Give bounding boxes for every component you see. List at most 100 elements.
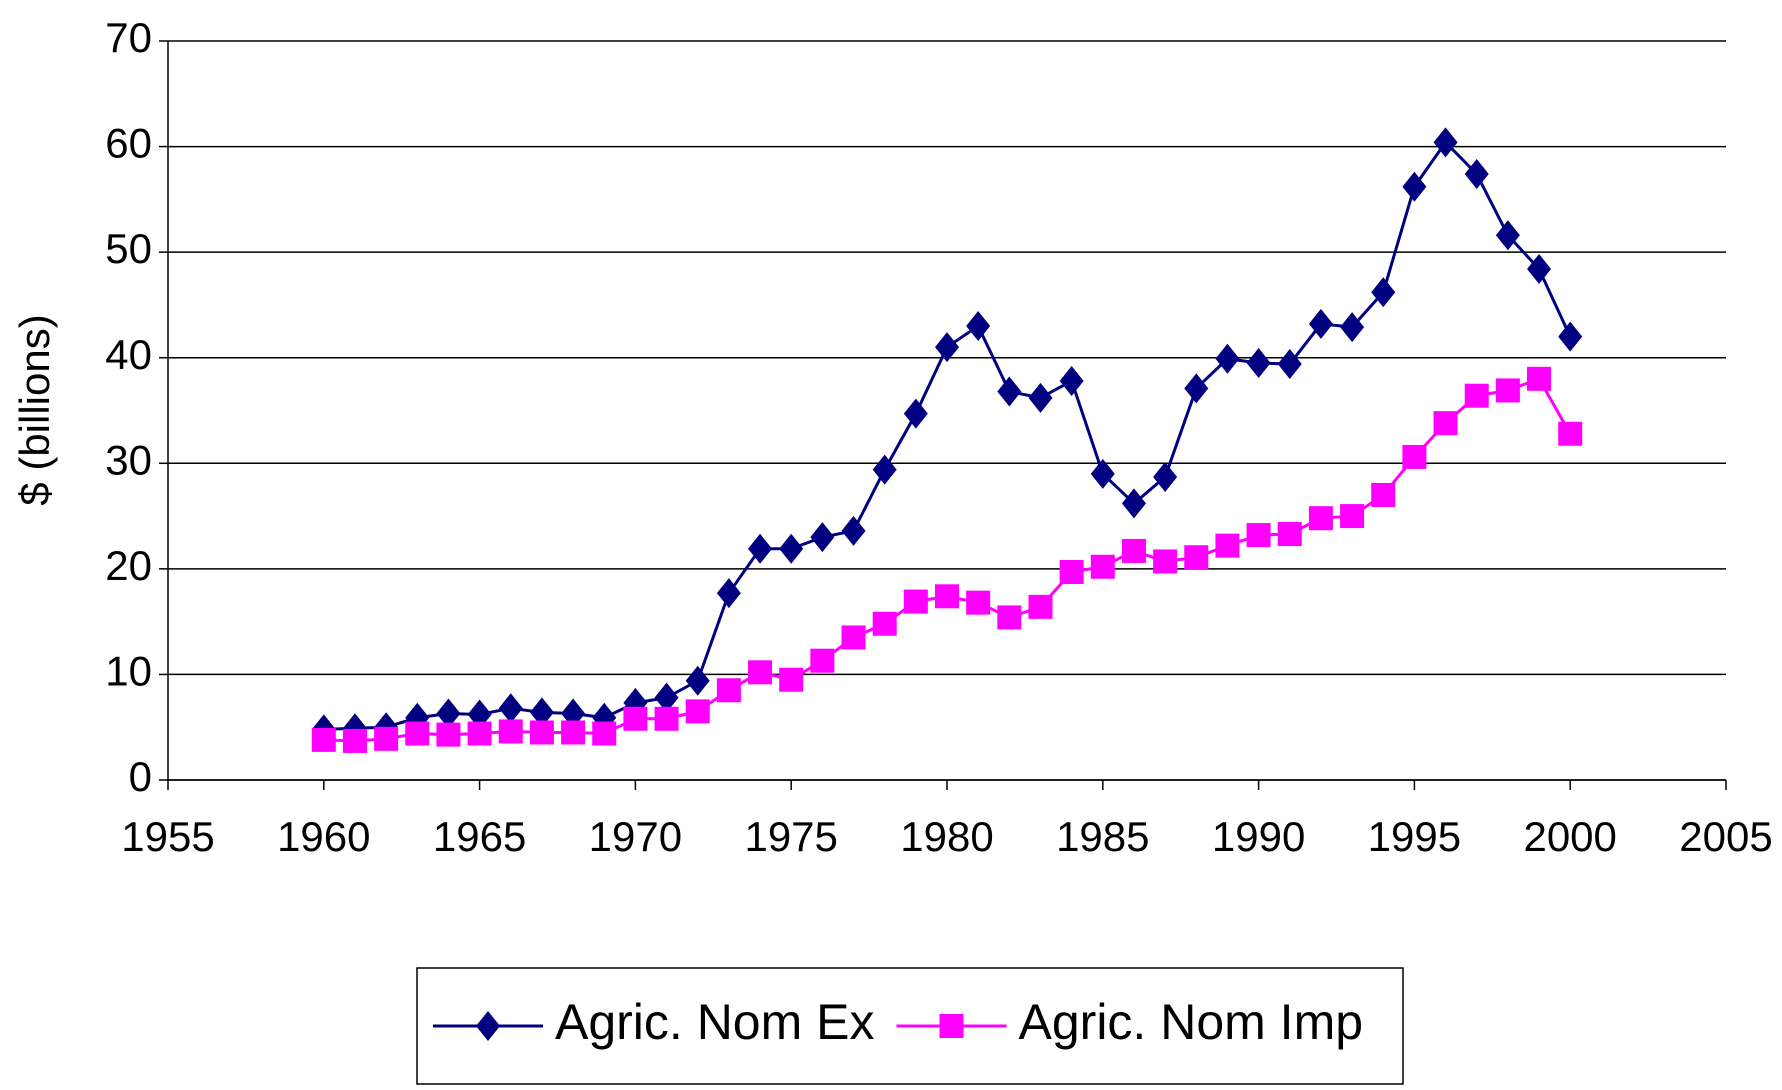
series-line — [323, 376, 1572, 743]
x-tick-label: 1965 — [433, 813, 526, 860]
marker — [1246, 347, 1271, 378]
marker — [1371, 277, 1396, 308]
series-line — [323, 140, 1572, 731]
marker — [1558, 321, 1583, 352]
marker — [311, 727, 336, 752]
marker — [1527, 366, 1552, 391]
marker — [1277, 522, 1302, 547]
marker — [529, 697, 554, 728]
marker — [1527, 254, 1552, 285]
y-tick-label: 70 — [105, 14, 152, 61]
x-tick-label: 1960 — [277, 813, 370, 860]
marker — [810, 522, 835, 553]
x-tick-label: 1955 — [121, 813, 214, 860]
marker — [498, 719, 523, 744]
y-axis-label: $ (billions) — [11, 314, 58, 505]
marker — [1153, 549, 1178, 574]
marker — [716, 578, 741, 609]
marker — [1433, 411, 1458, 436]
legend: Agric. Nom Ex Agric. Nom Imp — [416, 967, 1404, 1085]
marker — [841, 515, 866, 546]
marker — [476, 1011, 500, 1041]
marker — [467, 721, 492, 746]
marker — [1246, 523, 1271, 548]
marker — [935, 332, 959, 363]
marker — [779, 667, 804, 692]
marker — [1184, 545, 1209, 570]
marker — [1464, 159, 1489, 190]
marker — [1371, 482, 1396, 507]
marker — [1028, 594, 1053, 619]
y-tick-label: 10 — [105, 648, 152, 695]
y-tick-label: 40 — [105, 331, 152, 378]
marker — [1464, 383, 1489, 408]
marker — [841, 625, 866, 650]
marker — [654, 706, 679, 731]
marker — [1028, 382, 1053, 413]
marker — [1090, 458, 1115, 489]
marker — [342, 728, 367, 753]
x-tick-label: 2000 — [1523, 813, 1616, 860]
x-tick-label: 2005 — [1679, 813, 1772, 860]
marker — [561, 720, 586, 745]
marker — [997, 605, 1022, 630]
marker — [374, 726, 399, 751]
x-tick-label: 1970 — [589, 813, 682, 860]
marker — [1495, 220, 1520, 251]
y-tick-label: 60 — [105, 120, 152, 167]
marker — [966, 590, 991, 615]
marker — [935, 584, 959, 609]
marker — [623, 706, 648, 731]
marker — [997, 376, 1022, 407]
marker — [592, 721, 617, 746]
x-tick-label: 1975 — [744, 813, 837, 860]
x-tick-label: 1980 — [900, 813, 993, 860]
marker — [1121, 538, 1146, 563]
marker — [939, 1014, 964, 1038]
y-tick-label: 0 — [129, 753, 152, 800]
marker — [872, 454, 897, 485]
marker — [405, 721, 430, 746]
marker — [1495, 378, 1520, 403]
marker — [966, 311, 991, 342]
marker — [1153, 462, 1178, 493]
x-tick-label: 1985 — [1056, 813, 1149, 860]
marker — [903, 398, 928, 429]
y-tick-label: 50 — [105, 225, 152, 272]
marker — [529, 720, 554, 745]
marker — [810, 648, 835, 673]
marker — [436, 722, 461, 747]
marker — [1340, 312, 1365, 343]
marker — [1090, 554, 1115, 579]
marker — [1402, 444, 1427, 469]
marker — [1215, 533, 1240, 558]
marker — [1308, 308, 1333, 339]
marker — [654, 682, 679, 713]
y-tick-label: 30 — [105, 436, 152, 483]
marker — [685, 699, 710, 724]
marker — [872, 611, 897, 636]
marker — [1059, 560, 1084, 585]
marker — [716, 678, 741, 703]
x-tick-label: 1995 — [1368, 813, 1461, 860]
marker — [1121, 488, 1146, 519]
marker — [436, 698, 461, 729]
marker — [1059, 365, 1084, 396]
marker — [1184, 373, 1209, 404]
y-tick-label: 20 — [105, 542, 152, 589]
marker — [1558, 421, 1583, 446]
x-tick-label: 1990 — [1212, 813, 1305, 860]
marker — [1308, 506, 1333, 531]
marker — [498, 693, 523, 724]
marker — [1340, 504, 1365, 529]
marker — [903, 589, 928, 614]
marker — [1277, 349, 1302, 380]
legend-label: Agric. Nom Imp — [1019, 994, 1364, 1050]
marker — [748, 533, 773, 564]
legend-label: Agric. Nom Ex — [555, 994, 875, 1050]
marker — [685, 665, 710, 696]
marker — [748, 660, 773, 685]
marker — [1402, 171, 1427, 202]
marker — [779, 533, 804, 564]
